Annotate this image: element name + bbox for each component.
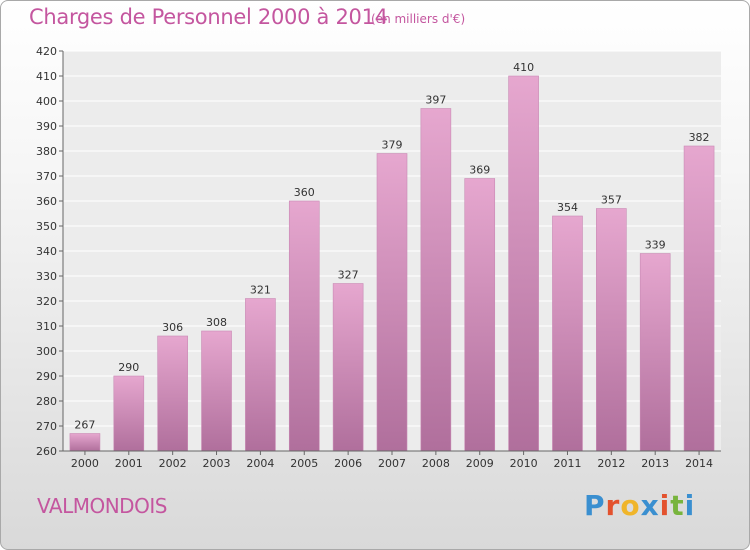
x-tick-label: 2002 [159,457,187,470]
y-tick-label: 350 [36,220,57,233]
value-label: 357 [601,194,622,207]
y-tick-label: 400 [36,95,57,108]
x-tick-label: 2004 [246,457,274,470]
logo-letter: i [684,489,696,522]
y-tick-label: 340 [36,245,57,258]
y-tick-label: 390 [36,120,57,133]
x-tick-label: 2003 [203,457,231,470]
bar-2002 [157,335,188,452]
value-label: 410 [513,61,534,74]
value-label: 339 [645,239,666,252]
value-label: 321 [250,284,271,297]
bar-2007 [376,153,408,452]
bar-2013 [639,253,671,452]
x-tick-label: 2013 [641,457,669,470]
y-tick-label: 290 [36,370,57,383]
logo-letter: P [584,489,606,522]
x-tick-label: 2005 [290,457,318,470]
value-label: 290 [118,361,139,374]
bar-2000 [69,433,101,452]
value-label: 267 [74,419,95,432]
y-tick-label: 380 [36,145,57,158]
logo-letter: r [605,489,621,522]
bar-2009 [464,178,496,452]
value-label: 379 [382,139,403,152]
value-label: 306 [162,321,183,334]
commune-name: VALMONDOIS [37,494,167,518]
value-label: 397 [425,94,446,107]
x-tick-label: 2012 [597,457,625,470]
value-label: 382 [689,131,710,144]
logo-letter: x [640,489,660,522]
bar-2004 [245,298,276,452]
chart-subtitle: (en milliers d'€) [371,12,466,26]
x-tick-label: 2000 [71,457,99,470]
bar-2005 [288,200,320,452]
proxiti-logo: Proxiti [584,489,695,522]
bar-2003 [201,330,232,452]
logo-letter: i [659,489,671,522]
bar-2014 [683,145,715,452]
y-tick-label: 310 [36,320,57,333]
x-tick-label: 2001 [115,457,143,470]
bar-2001 [113,375,145,452]
y-tick-label: 370 [36,170,57,183]
x-tick-label: 2007 [378,457,406,470]
x-tick-label: 2014 [685,457,713,470]
value-label: 354 [557,201,578,214]
bar-2006 [332,283,364,452]
y-tick-label: 270 [36,420,57,433]
logo-letter: o [620,489,641,522]
value-label: 327 [338,269,359,282]
bar-2010 [508,75,539,452]
value-label: 369 [469,164,490,177]
y-tick-label: 260 [36,445,57,458]
value-label: 360 [294,186,315,199]
y-tick-label: 320 [36,295,57,308]
axes: 260 270 280 290 300 310 320 330 340 350 360 370 380 3… [36,45,721,470]
x-tick-label: 2011 [553,457,581,470]
chart-title: Charges de Personnel 2000 à 2014 [29,5,388,29]
y-tick-label: 280 [36,395,57,408]
x-tick-label: 2009 [466,457,494,470]
x-tick-label: 2010 [510,457,538,470]
y-tick-label: 300 [36,345,57,358]
y-tick-label: 330 [36,270,57,283]
value-label: 308 [206,316,227,329]
y-tick-label: 360 [36,195,57,208]
bar-2012 [596,208,627,452]
x-tick-label: 2006 [334,457,362,470]
bar-2011 [552,215,583,452]
logo-letter: t [670,489,685,522]
bars: 267 290 306 308 321 360 327 379 397 369 410 354 357 3… [69,61,715,452]
y-tick-label: 420 [36,45,57,58]
y-tick-label: 410 [36,70,57,83]
bar-2008 [420,108,452,452]
x-tick-label: 2008 [422,457,450,470]
